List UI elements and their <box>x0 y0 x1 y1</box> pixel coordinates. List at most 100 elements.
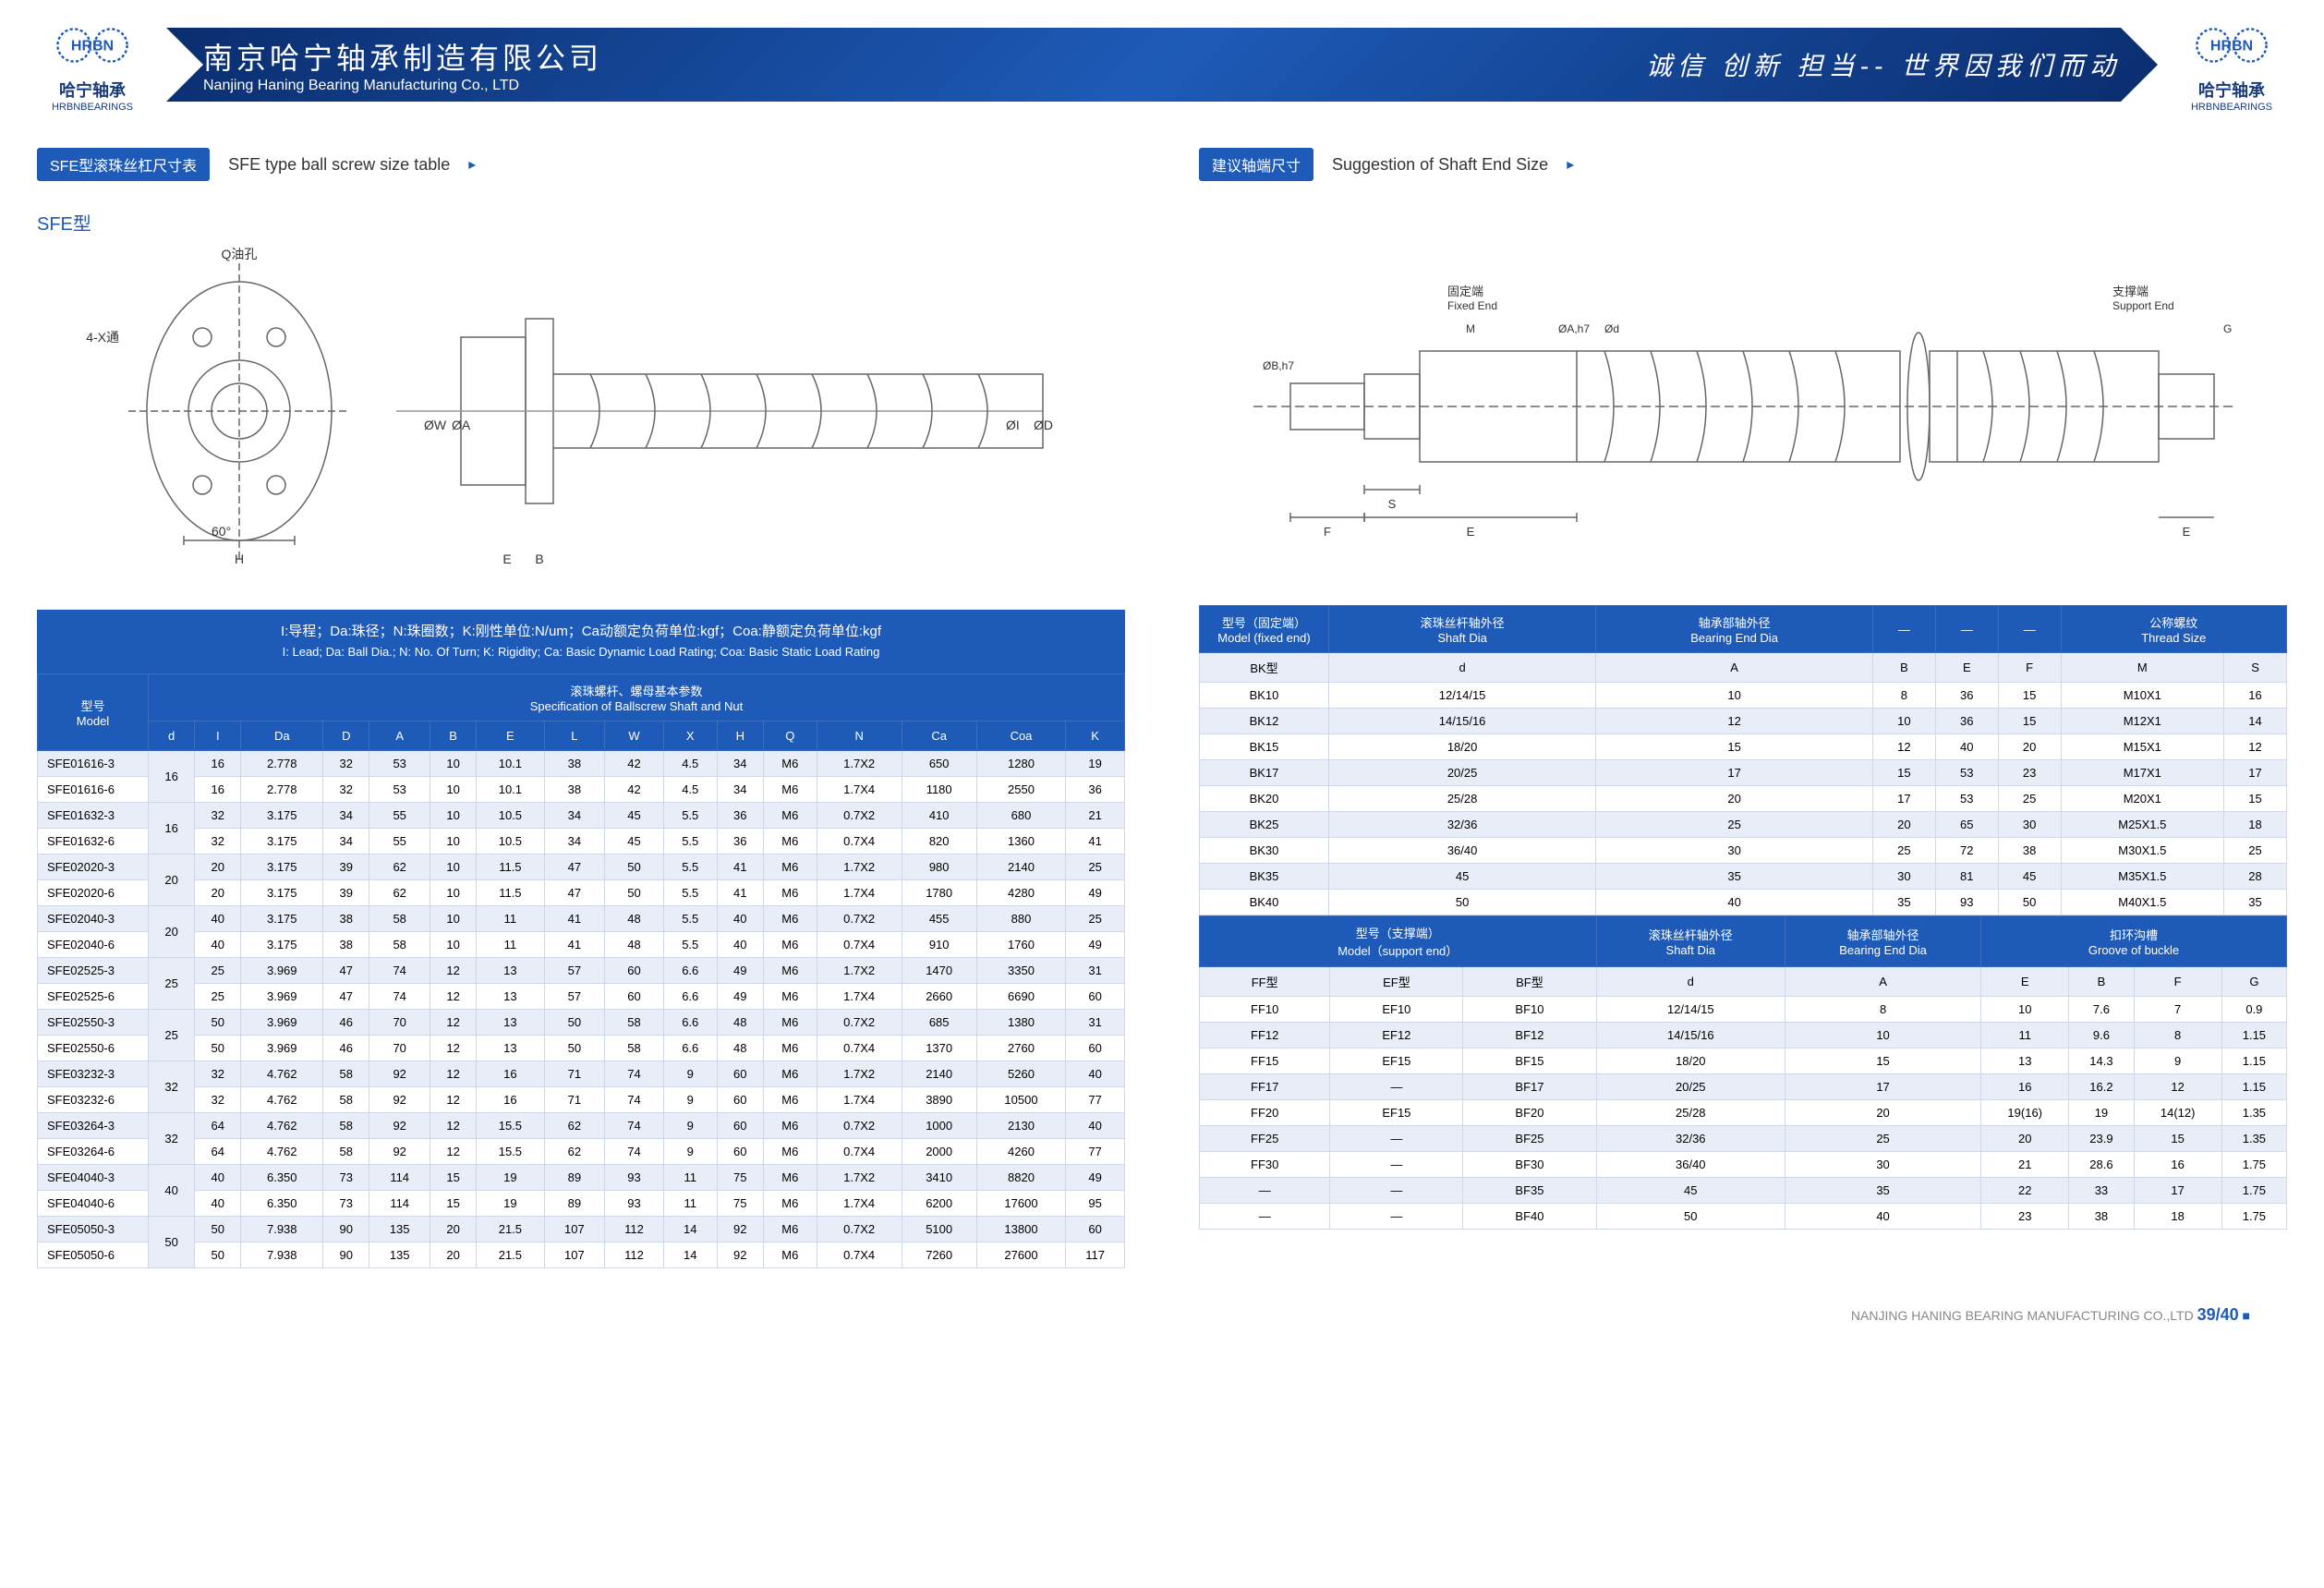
sub-header: G <box>2221 967 2286 997</box>
table-cell: 32/36 <box>1596 1126 1785 1152</box>
table-cell: 1.15 <box>2221 1023 2286 1049</box>
table-cell: 13 <box>477 1009 544 1035</box>
table-cell: 25 <box>1872 838 1935 864</box>
table-cell: 20 <box>1872 812 1935 838</box>
table-cell: 74 <box>605 1138 664 1164</box>
table-cell: BF10 <box>1463 997 1596 1023</box>
table-cell: 22 <box>1981 1178 2069 1204</box>
svg-text:H: H <box>235 552 244 566</box>
table-cell: M6 <box>763 1086 817 1112</box>
table-cell: M6 <box>763 879 817 905</box>
sub-header: d <box>1596 967 1785 997</box>
model-label: SFE型 <box>37 209 1125 236</box>
table-cell: 27600 <box>976 1242 1066 1267</box>
table-cell: 9 <box>663 1138 717 1164</box>
table-cell: 7.938 <box>241 1216 323 1242</box>
table-cell: 19 <box>477 1164 544 1190</box>
table-cell: 74 <box>369 957 430 983</box>
table-cell: 6.350 <box>241 1190 323 1216</box>
table-cell: 8 <box>1872 683 1935 709</box>
header-banner: 南京哈宁轴承制造有限公司 Nanjing Haning Bearing Manu… <box>166 28 2158 102</box>
table-cell: 2660 <box>902 983 976 1009</box>
svg-text:Support End: Support End <box>2112 299 2174 312</box>
table-cell: 2140 <box>976 854 1066 879</box>
table-model: SFE03264-6 <box>38 1138 149 1164</box>
svg-text:ØB,h7: ØB,h7 <box>1263 359 1294 372</box>
th-K: K <box>1066 721 1125 750</box>
table-cell: 12/14/15 <box>1596 997 1785 1023</box>
table-cell: EF12 <box>1330 1023 1463 1049</box>
table-cell: 13 <box>477 1035 544 1061</box>
slogan: 诚信 创新 担当-- 世界因我们而动 <box>1646 46 2121 83</box>
table-cell: 18/20 <box>1596 1049 1785 1074</box>
table-model: SFE05050-3 <box>38 1216 149 1242</box>
table-cell: 14 <box>663 1242 717 1267</box>
table-cell: M6 <box>763 983 817 1009</box>
table-cell: 1.7X2 <box>817 957 902 983</box>
table-cell: 38 <box>544 776 605 802</box>
table-cell: 58 <box>323 1086 369 1112</box>
table-cell: M6 <box>763 1112 817 1138</box>
logo-text-cn: 哈宁轴承 <box>37 78 148 102</box>
table-cell: 50 <box>195 1242 241 1267</box>
table-cell: 60 <box>1066 1216 1125 1242</box>
table-cell: 35 <box>1872 890 1935 915</box>
company-en: Nanjing Haning Bearing Manufacturing Co.… <box>203 78 602 94</box>
table-cell: 5.5 <box>663 802 717 828</box>
table-cell: 92 <box>717 1242 763 1267</box>
table-cell: 16 <box>477 1061 544 1086</box>
table-model: SFE01616-6 <box>38 776 149 802</box>
table-cell: 5100 <box>902 1216 976 1242</box>
sub-header: S <box>2224 653 2287 683</box>
table-cell: 10.5 <box>477 828 544 854</box>
table-cell: 12 <box>430 1086 477 1112</box>
table-cell: 57 <box>544 957 605 983</box>
table-cell: 15 <box>2134 1126 2221 1152</box>
table-cell: 3.175 <box>241 931 323 957</box>
table-cell: BF35 <box>1463 1178 1596 1204</box>
table-cell: 2130 <box>976 1112 1066 1138</box>
table-cell: 60 <box>717 1112 763 1138</box>
table-cell: 680 <box>976 802 1066 828</box>
sub-header: FF型 <box>1200 967 1330 997</box>
sub-header: E <box>1935 653 1998 683</box>
table-cell: 0.7X4 <box>817 1242 902 1267</box>
table-cell: 2550 <box>976 776 1066 802</box>
table-cell: 34 <box>544 828 605 854</box>
table-cell: 11.5 <box>477 854 544 879</box>
table-cell: 6.6 <box>663 1035 717 1061</box>
th-W: W <box>605 721 664 750</box>
th-E: E <box>477 721 544 750</box>
table-cell: 32 <box>149 1112 195 1164</box>
table-cell: 2.778 <box>241 750 323 776</box>
table-cell: 34 <box>717 776 763 802</box>
table-cell: 40 <box>149 1164 195 1216</box>
table-cell: 6.6 <box>663 957 717 983</box>
table-cell: 48 <box>717 1009 763 1035</box>
table-cell: 36 <box>1935 709 1998 734</box>
table-cell: 6690 <box>976 983 1066 1009</box>
footer-company: NANJING HANING BEARING MANUFACTURING CO.… <box>1851 1308 2194 1323</box>
table-cell: 1380 <box>976 1009 1066 1035</box>
table-cell: 1.7X4 <box>817 983 902 1009</box>
table-cell: — <box>1330 1126 1463 1152</box>
table-cell: 23 <box>1981 1204 2069 1230</box>
table-cell: 58 <box>605 1035 664 1061</box>
th-A: A <box>369 721 430 750</box>
table-cell: 114 <box>369 1190 430 1216</box>
table-cell: 89 <box>544 1164 605 1190</box>
table-cell: M15X1 <box>2061 734 2224 760</box>
table-cell: 36 <box>1066 776 1125 802</box>
table-cell: 64 <box>195 1138 241 1164</box>
svg-text:支撑端: 支撑端 <box>2112 285 2148 298</box>
table-cell: 50 <box>149 1216 195 1267</box>
table-cell: 20 <box>430 1242 477 1267</box>
legend-en: I: Lead; Da: Ball Dia.; N: No. Of Turn; … <box>48 643 1114 662</box>
table-cell: 16 <box>195 776 241 802</box>
table-cell: 25 <box>149 1009 195 1061</box>
table-cell: 4.762 <box>241 1086 323 1112</box>
table-cell: 4280 <box>976 879 1066 905</box>
table-cell: 13 <box>477 957 544 983</box>
table-cell: 50 <box>544 1009 605 1035</box>
legend-header: I:导程；Da:珠径；N:珠圈数；K:刚性单位:N/um；Ca动额定负荷单位:k… <box>37 610 1125 673</box>
